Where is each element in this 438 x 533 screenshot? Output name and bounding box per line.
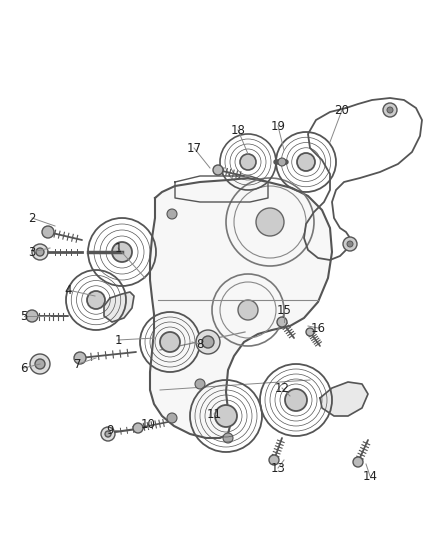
- Text: 19: 19: [271, 119, 286, 133]
- Circle shape: [215, 405, 237, 427]
- Text: 7: 7: [74, 358, 82, 370]
- Circle shape: [202, 336, 214, 348]
- Text: 17: 17: [187, 141, 201, 155]
- Text: 20: 20: [335, 103, 350, 117]
- Circle shape: [223, 433, 233, 443]
- Circle shape: [343, 237, 357, 251]
- Text: 9: 9: [106, 424, 114, 437]
- Polygon shape: [104, 292, 134, 322]
- Polygon shape: [320, 382, 368, 416]
- Circle shape: [383, 103, 397, 117]
- Text: 4: 4: [64, 284, 72, 296]
- Circle shape: [347, 241, 353, 247]
- Circle shape: [285, 389, 307, 411]
- Text: 6: 6: [20, 361, 28, 375]
- Circle shape: [32, 244, 48, 260]
- Circle shape: [278, 158, 286, 166]
- Circle shape: [213, 165, 223, 175]
- Circle shape: [105, 431, 111, 437]
- Text: 3: 3: [28, 246, 35, 259]
- Circle shape: [74, 352, 86, 364]
- Text: 2: 2: [28, 212, 36, 224]
- Circle shape: [160, 332, 180, 352]
- Circle shape: [35, 359, 45, 369]
- Circle shape: [277, 317, 287, 327]
- Circle shape: [269, 455, 279, 465]
- Circle shape: [167, 209, 177, 219]
- Text: 12: 12: [275, 382, 290, 394]
- Text: 18: 18: [230, 124, 245, 136]
- Circle shape: [112, 242, 132, 262]
- Polygon shape: [150, 178, 332, 438]
- Circle shape: [101, 427, 115, 441]
- Circle shape: [306, 328, 314, 336]
- Text: 1: 1: [114, 241, 122, 254]
- Text: 15: 15: [276, 303, 291, 317]
- Circle shape: [195, 379, 205, 389]
- Circle shape: [297, 153, 315, 171]
- Circle shape: [196, 330, 220, 354]
- Circle shape: [387, 107, 393, 113]
- Circle shape: [353, 457, 363, 467]
- Circle shape: [26, 310, 38, 322]
- Text: 5: 5: [20, 310, 28, 322]
- Circle shape: [36, 248, 44, 256]
- Circle shape: [42, 226, 54, 238]
- Circle shape: [87, 291, 105, 309]
- Text: 13: 13: [271, 462, 286, 474]
- Circle shape: [256, 208, 284, 236]
- Text: 11: 11: [206, 408, 222, 421]
- Text: 1: 1: [114, 334, 122, 346]
- Circle shape: [240, 154, 256, 170]
- Circle shape: [133, 423, 143, 433]
- Text: 8: 8: [196, 337, 204, 351]
- Text: 10: 10: [141, 417, 155, 431]
- Text: 16: 16: [311, 321, 325, 335]
- Circle shape: [238, 300, 258, 320]
- Circle shape: [167, 413, 177, 423]
- Text: 14: 14: [363, 470, 378, 482]
- Circle shape: [30, 354, 50, 374]
